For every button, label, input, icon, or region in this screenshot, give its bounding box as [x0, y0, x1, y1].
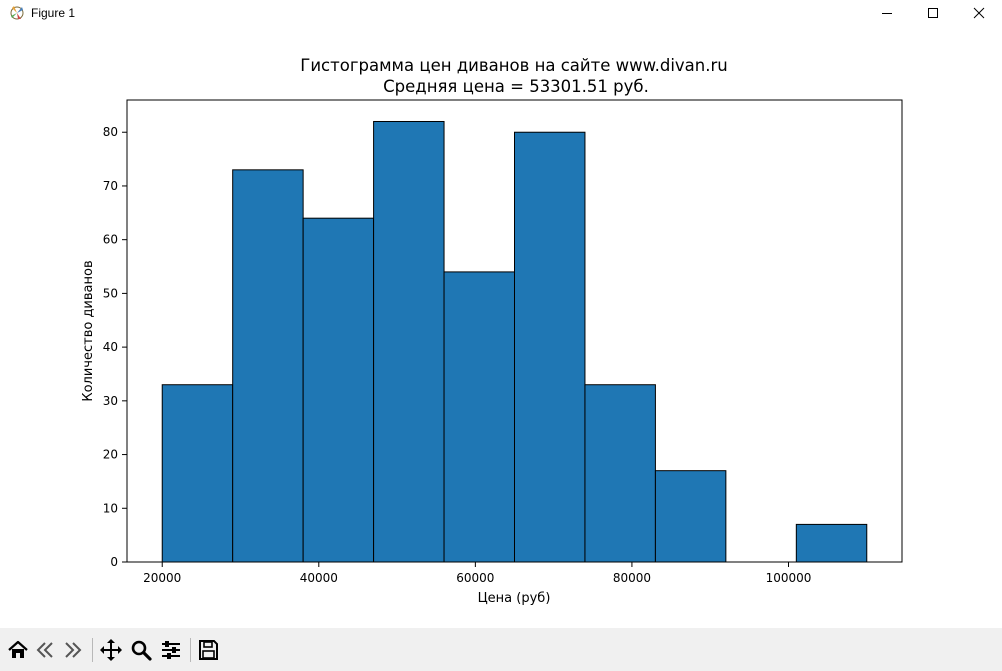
zoom-icon [131, 640, 152, 661]
window-titlebar: Figure 1 [0, 0, 1002, 26]
minimize-button[interactable] [864, 0, 910, 26]
x-tick-label: 60000 [456, 571, 494, 585]
close-button[interactable] [956, 0, 1002, 26]
y-tick-label: 50 [103, 286, 118, 300]
x-tick-label: 20000 [143, 571, 181, 585]
chart-subtitle: Средняя цена = 53301.51 руб. [383, 77, 649, 96]
y-tick-label: 60 [103, 233, 118, 247]
histogram-bar [514, 131, 586, 563]
bars-group [161, 120, 868, 563]
y-tick-label: 70 [103, 179, 118, 193]
y-tick-label: 0 [110, 555, 118, 569]
y-axis-label: Количество диванов [81, 260, 96, 401]
navigation-toolbar [0, 628, 1002, 671]
toolbar-separator [190, 638, 191, 662]
window-title: Figure 1 [31, 6, 76, 20]
histogram-chart: Гистограмма цен диванов на сайте www.div… [81, 56, 903, 606]
x-tick-label: 40000 [300, 571, 338, 585]
maximize-button[interactable] [910, 0, 956, 26]
save-icon [199, 640, 218, 660]
home-button[interactable] [5, 637, 31, 663]
y-tick-label: 40 [103, 340, 118, 354]
x-tick-label: 100000 [766, 571, 812, 585]
y-axis-ticks: 0 10 20 30 40 50 60 70 80 [103, 125, 127, 569]
forward-button[interactable] [60, 637, 86, 663]
histogram-bar [373, 120, 445, 563]
home-icon [8, 640, 28, 658]
histogram-bar [232, 169, 304, 563]
matplotlib-app-icon [9, 4, 27, 22]
y-tick-label: 10 [103, 501, 118, 515]
histogram-bar [302, 217, 375, 563]
x-axis-ticks: 20000 40000 60000 80000 100000 [143, 562, 811, 585]
pan-button[interactable] [98, 637, 124, 663]
forward-icon [65, 642, 82, 658]
figure-canvas: Гистограмма цен диванов на сайте www.div… [0, 26, 1002, 628]
maximize-icon [928, 8, 938, 18]
chart-title: Гистограмма цен диванов на сайте www.div… [300, 56, 727, 75]
y-tick-label: 80 [103, 125, 118, 139]
configure-subplots-button[interactable] [158, 637, 184, 663]
minimize-icon [882, 13, 892, 14]
save-button[interactable] [195, 637, 221, 663]
axes-frame [126, 99, 903, 563]
x-axis-label: Цена (руб) [478, 591, 551, 606]
back-button[interactable] [32, 637, 58, 663]
histogram-bar [584, 384, 656, 563]
y-tick-label: 30 [103, 394, 118, 408]
zoom-button[interactable] [128, 637, 154, 663]
pan-icon [100, 639, 122, 661]
toolbar-separator [92, 638, 93, 662]
histogram-bar [654, 470, 727, 563]
histogram-bar [795, 523, 868, 563]
histogram-bar [443, 271, 515, 563]
histogram-bar [161, 384, 234, 563]
y-tick-label: 20 [103, 448, 118, 462]
close-icon [973, 7, 985, 19]
configure-subplots-icon [162, 641, 180, 659]
back-icon [36, 642, 53, 658]
x-tick-label: 80000 [613, 571, 651, 585]
